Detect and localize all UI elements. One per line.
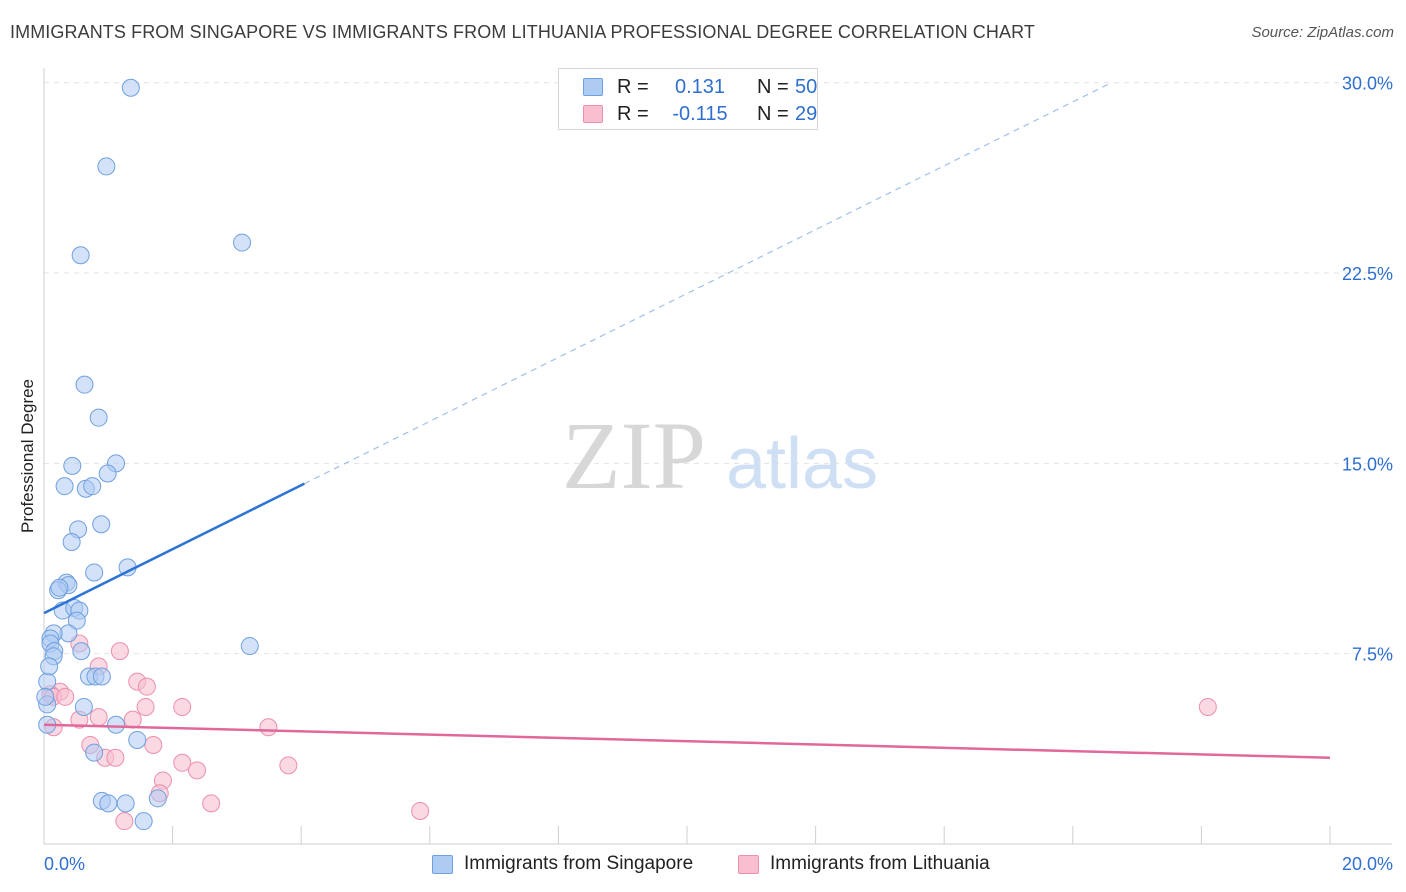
singapore-point xyxy=(55,477,74,496)
legend-r-label: R = xyxy=(617,102,649,125)
singapore-point xyxy=(92,515,111,534)
singapore-point xyxy=(67,611,86,630)
lithuania-point xyxy=(202,794,221,813)
lithuania-point xyxy=(56,687,75,706)
singapore-point xyxy=(89,408,108,427)
lithuania-point xyxy=(115,812,134,831)
watermark-zip: ZIP xyxy=(562,402,706,509)
legend-n-value: 50 xyxy=(795,75,818,98)
singapore-point xyxy=(38,672,57,691)
lithuania-point xyxy=(173,753,192,772)
lithuania-point xyxy=(136,697,155,716)
singapore-point xyxy=(36,687,55,706)
lithuania-point xyxy=(110,642,129,661)
singapore-point xyxy=(85,563,104,582)
singapore-point xyxy=(121,78,140,97)
watermark-atlas: atlas xyxy=(726,424,878,504)
singapore-point xyxy=(40,657,59,676)
legend-n-label: N = xyxy=(757,102,789,125)
singapore-point xyxy=(128,730,147,749)
x-tick-label: 20.0% xyxy=(1342,854,1393,874)
y-axis-label: Professional Degree xyxy=(18,378,37,534)
chart-title: IMMIGRANTS FROM SINGAPORE VS IMMIGRANTS … xyxy=(10,22,1035,42)
singapore-legend-label: Immigrants from Singapore xyxy=(464,853,694,874)
singapore-point xyxy=(98,464,117,483)
singapore-point xyxy=(97,157,116,176)
lithuania-point xyxy=(279,756,298,775)
singapore-point xyxy=(92,667,111,686)
y-tick-label: 22.5% xyxy=(1342,264,1393,284)
singapore-point xyxy=(134,812,153,831)
legend-n-label: N = xyxy=(757,75,789,98)
singapore-point xyxy=(63,456,82,475)
singapore-point xyxy=(75,375,94,394)
singapore-point xyxy=(99,794,118,813)
bottom-legend-lithuania: Immigrants from Lithuania xyxy=(738,852,990,876)
lithuania-point xyxy=(173,697,192,716)
lithuania-point xyxy=(1198,697,1217,716)
lithuania-point xyxy=(259,718,278,737)
lithuania-point xyxy=(411,802,430,821)
singapore-swatch xyxy=(583,78,603,96)
lithuania-legend-label: Immigrants from Lithuania xyxy=(770,853,990,874)
lithuania-point xyxy=(89,708,108,727)
trendlines xyxy=(43,82,1331,759)
gridlines xyxy=(44,82,1392,655)
bottom-legend-singapore: Immigrants from Singapore xyxy=(432,852,693,876)
singapore-point xyxy=(72,642,91,661)
series-lithuania-points xyxy=(41,634,1217,831)
singapore-point xyxy=(74,697,93,716)
singapore-point xyxy=(240,637,259,656)
source-credit: Source: ZipAtlas.com xyxy=(1251,24,1394,41)
legend-n-value: 29 xyxy=(795,102,818,125)
legend-r-label: R = xyxy=(617,75,649,98)
watermark: ZIP atlas xyxy=(562,402,878,509)
singapore-point xyxy=(71,246,90,265)
singapore-trendline-extension xyxy=(304,82,1112,485)
lithuania-point xyxy=(137,677,156,696)
lithuania-point xyxy=(144,736,163,755)
y-tick-label: 15.0% xyxy=(1342,454,1393,474)
y-tick-label: 7.5% xyxy=(1352,645,1393,665)
legend-r-value: 0.131 xyxy=(674,75,726,98)
singapore-point xyxy=(50,578,69,597)
singapore-point xyxy=(85,743,104,762)
singapore-point xyxy=(148,789,167,808)
tick-labels: 7.5% 15.0% 22.5% 30.0% 0.0% 20.0% xyxy=(44,74,1393,874)
legend-r-value: -0.115 xyxy=(672,102,728,125)
x-tick-label: 0.0% xyxy=(44,854,85,874)
singapore-point xyxy=(116,794,135,813)
series-singapore-points xyxy=(36,78,259,831)
axes xyxy=(43,68,1392,845)
singapore-point xyxy=(62,533,81,552)
correlation-legend: R = 0.131 N = 50 R = -0.115 N = 29 xyxy=(558,68,818,130)
y-tick-label: 30.0% xyxy=(1342,74,1393,94)
singapore-point xyxy=(233,233,252,252)
singapore-trendline xyxy=(43,482,305,615)
lithuania-legend-swatch xyxy=(738,854,759,874)
lithuania-point xyxy=(106,748,125,767)
lithuania-trendline xyxy=(43,723,1331,759)
lithuania-swatch xyxy=(583,105,603,123)
singapore-point xyxy=(107,715,126,734)
singapore-point xyxy=(83,477,102,496)
lithuania-point xyxy=(188,761,207,780)
singapore-legend-swatch xyxy=(432,854,453,874)
